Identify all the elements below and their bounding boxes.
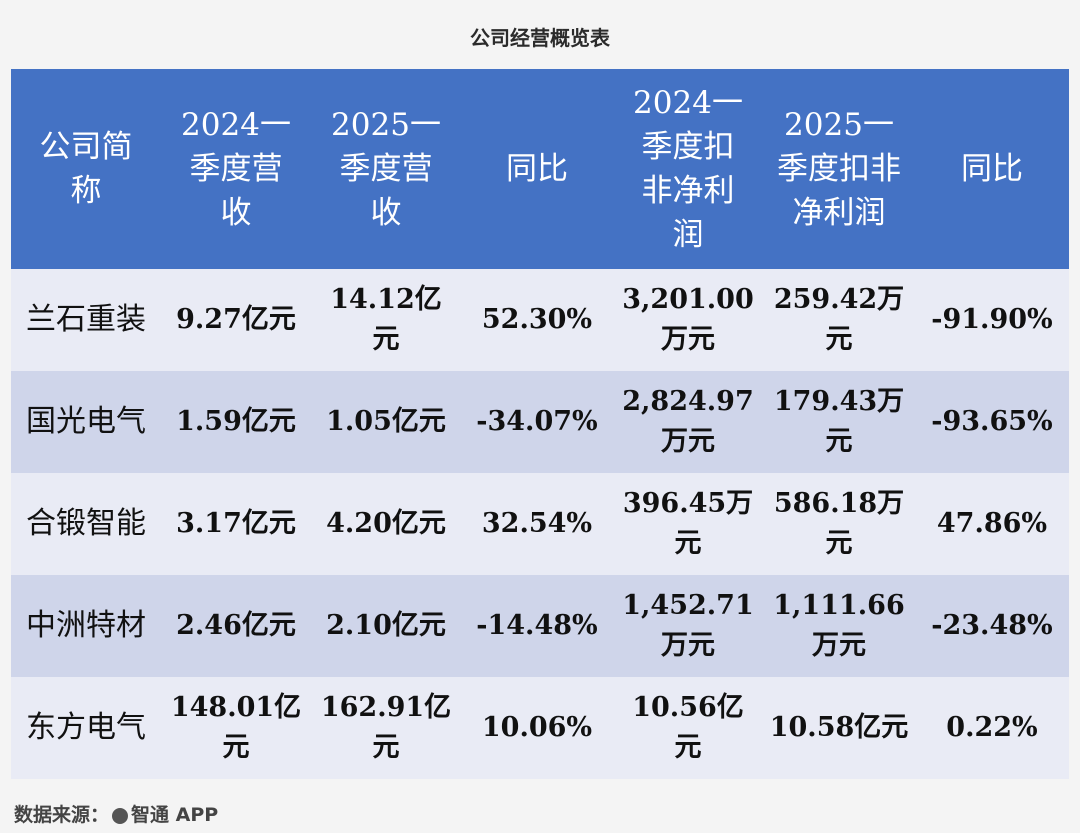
table-body: 兰石重装 9.27亿元 14.12亿元 52.30% 3,201.00万元 259.42万…	[11, 269, 1069, 779]
column-header-1: 2024一季度营收	[161, 69, 311, 269]
table-cell: 4.20亿元	[311, 473, 461, 575]
table-cell: 586.18万元	[763, 473, 915, 575]
table-cell: -23.48%	[915, 575, 1069, 677]
table-cell: 2,824.97万元	[613, 371, 763, 473]
table-cell: 10.56亿元	[613, 677, 763, 779]
table-cell: 259.42万元	[763, 269, 915, 371]
company-name-cell: 东方电气	[11, 677, 161, 779]
table-cell: -14.48%	[461, 575, 613, 677]
table-cell: -93.65%	[915, 371, 1069, 473]
table-cell: 1.59亿元	[161, 371, 311, 473]
footer-source: 数据来源： 智通 APP	[14, 800, 218, 827]
table-cell: 52.30%	[461, 269, 613, 371]
column-header-6: 同比	[915, 69, 1069, 269]
table-cell: 2.10亿元	[311, 575, 461, 677]
table-cell: 47.86%	[915, 473, 1069, 575]
table-cell: 1.05亿元	[311, 371, 461, 473]
table-cell: 14.12亿元	[311, 269, 461, 371]
table-cell: 10.06%	[461, 677, 613, 779]
company-name-cell: 国光电气	[11, 371, 161, 473]
table-cell: -91.90%	[915, 269, 1069, 371]
table-row: 合锻智能 3.17亿元 4.20亿元 32.54% 396.45万元 586.18万元 47…	[11, 473, 1069, 575]
company-name-cell: 兰石重装	[11, 269, 161, 371]
table-row: 兰石重装 9.27亿元 14.12亿元 52.30% 3,201.00万元 259.42万…	[11, 269, 1069, 371]
column-header-4: 2024一季度扣非净利润	[613, 69, 763, 269]
table-cell: 3,201.00万元	[613, 269, 763, 371]
footer-label: 数据来源：	[14, 804, 110, 826]
table-cell: 179.43万元	[763, 371, 915, 473]
table-row: 国光电气 1.59亿元 1.05亿元 -34.07% 2,824.97万元 179.43万…	[11, 371, 1069, 473]
column-header-5: 2025一季度扣非净利润	[763, 69, 915, 269]
table-cell: 1,111.66万元	[763, 575, 915, 677]
table-cell: 9.27亿元	[161, 269, 311, 371]
company-name-cell: 中洲特材	[11, 575, 161, 677]
table-row: 东方电气 148.01亿元 162.91亿元 10.06% 10.56亿元 10.58亿元…	[11, 677, 1069, 779]
data-table-container: 公司简称 2024一季度营收 2025一季度营收 同比 2024一季度扣非净利润 2025…	[11, 69, 1069, 782]
table-cell: 162.91亿元	[311, 677, 461, 779]
table-cell: 0.22%	[915, 677, 1069, 779]
table-cell: 148.01亿元	[161, 677, 311, 779]
table-cell: 1,452.71万元	[613, 575, 763, 677]
footer-source-name: 智通 APP	[131, 804, 219, 826]
table-cell: 3.17亿元	[161, 473, 311, 575]
table-title: 公司经营概览表	[470, 26, 610, 50]
source-logo-icon	[112, 807, 129, 824]
table-header-row: 公司简称 2024一季度营收 2025一季度营收 同比 2024一季度扣非净利润 2025…	[11, 69, 1069, 269]
company-name-cell: 合锻智能	[11, 473, 161, 575]
table-row: 中洲特材 2.46亿元 2.10亿元 -14.48% 1,452.71万元 1,111.6…	[11, 575, 1069, 677]
table-cell: -34.07%	[461, 371, 613, 473]
data-table: 公司简称 2024一季度营收 2025一季度营收 同比 2024一季度扣非净利润 2025…	[11, 69, 1069, 779]
table-cell: 2.46亿元	[161, 575, 311, 677]
table-cell: 396.45万元	[613, 473, 763, 575]
column-header-3: 同比	[461, 69, 613, 269]
column-header-2: 2025一季度营收	[311, 69, 461, 269]
table-cell: 32.54%	[461, 473, 613, 575]
table-cell: 10.58亿元	[763, 677, 915, 779]
column-header-0: 公司简称	[11, 69, 161, 269]
